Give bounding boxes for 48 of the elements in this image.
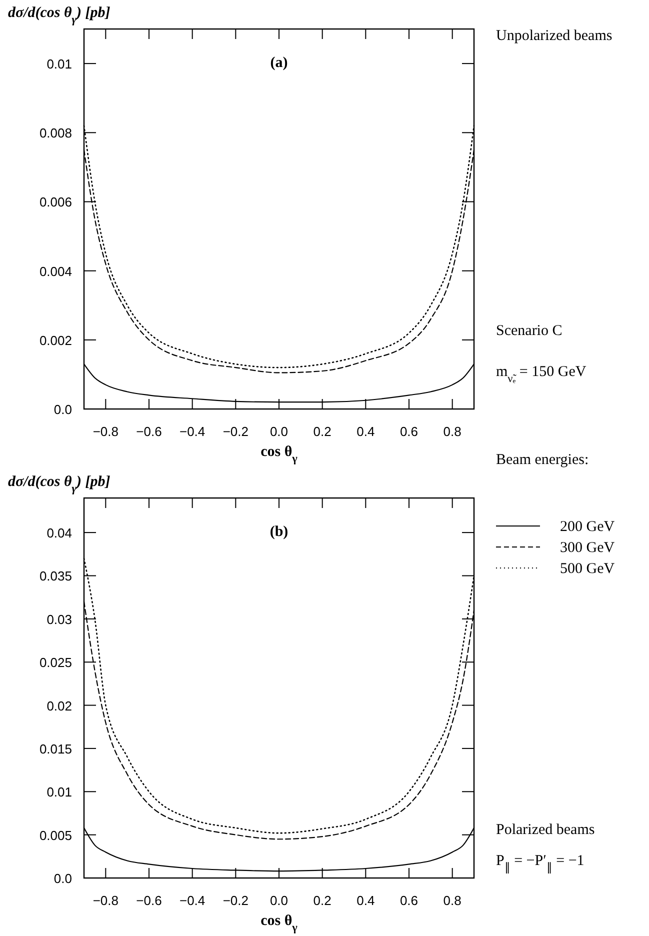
x-tick-label: −0.6 [136,893,162,908]
x-tick-label: 0.6 [400,424,418,439]
text: Unpolarized beams [496,28,612,44]
y-tick-label: 0.02 [46,698,72,714]
x-tick-label: 0.2 [313,893,332,908]
x-tick-label: 0.8 [443,424,462,439]
y-tick-label: 0.0 [54,871,72,886]
legend-title: Beam energies: [496,452,589,468]
legend-label: 500 GeV [560,561,615,577]
x-tick-label: −0.2 [222,424,249,439]
x-tick-label: 0.4 [356,893,375,908]
x-tick-label: −0.8 [92,424,119,439]
y-tick-label: 0.015 [39,741,72,756]
x-tick-label: 0.0 [270,424,288,439]
x-tick-label: −0.8 [92,893,119,908]
x-axis-title: cos θ$_{γ}$ [260,913,298,934]
y-tick-label: 0.008 [39,126,72,141]
x-tick-label: −0.4 [179,893,206,908]
x-tick-label: 0.6 [400,893,418,908]
y-tick-label: 0.005 [39,828,72,843]
text: m$_{ν̃ₑ}$ = 150 GeV [496,364,586,385]
y-tick-label: 0.025 [39,655,72,670]
y-axis-title: dσ/d(cos θ$_{γ}$) [pb] [8,474,110,495]
x-tick-label: 0.8 [443,893,462,908]
y-tick-label: 0.0 [54,402,72,417]
y-tick-label: 0.04 [46,526,72,541]
text: Scenario C [496,323,562,339]
y-tick-label: 0.006 [39,194,72,210]
y-axis-title: dσ/d(cos θ$_{γ}$) [pb] [8,5,110,26]
annotation: (a) [270,55,288,71]
x-tick-label: −0.4 [179,424,206,439]
y-tick-label: 0.002 [39,332,72,348]
text: Polarized beams [496,822,595,838]
legend-label: 300 GeV [560,540,615,556]
text: P$_{∥}$ = −P′$_{∥}$ = −1 [496,853,584,874]
x-tick-label: −0.6 [136,424,162,439]
annotation: (b) [270,524,288,540]
y-tick-label: 0.035 [39,568,72,584]
x-tick-label: 0.0 [270,893,288,908]
y-tick-label: 0.01 [46,784,72,800]
y-tick-label: 0.01 [46,56,72,72]
x-axis-title: cos θ$_{γ}$ [260,444,298,465]
legend-label: 200 GeV [560,519,615,535]
x-tick-label: 0.4 [356,424,375,439]
x-tick-label: 0.2 [313,424,332,439]
y-tick-label: 0.03 [46,612,72,627]
x-tick-label: −0.2 [222,893,249,908]
y-tick-label: 0.004 [39,264,72,279]
